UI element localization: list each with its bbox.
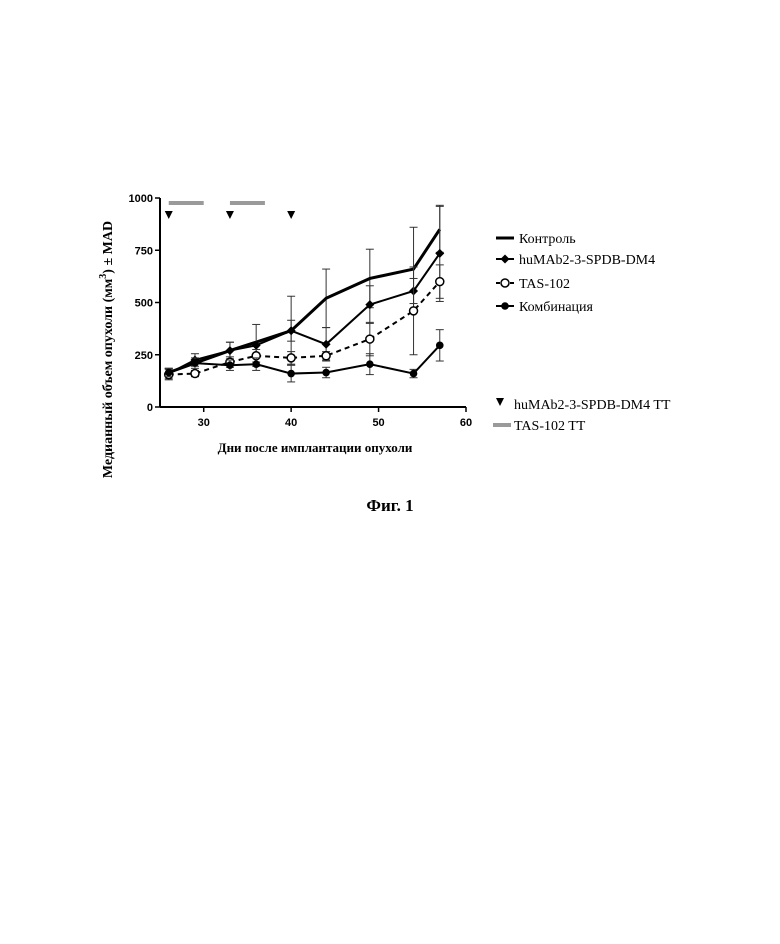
x-tick-label: 60 <box>460 417 472 429</box>
data-point-open-circle <box>322 352 330 360</box>
y-tick-label: 250 <box>135 350 153 362</box>
series-group <box>164 205 444 382</box>
legend: Контроль huMAb2-3-SPDB-DM4 TAS-102 Комбинац… <box>493 232 671 434</box>
data-point-filled-circle <box>165 369 173 377</box>
dosing-markers <box>165 203 295 219</box>
data-point-filled-circle <box>226 361 234 369</box>
y-tick-label: 750 <box>135 245 153 257</box>
data-point-open-circle <box>191 370 199 378</box>
data-point-filled-circle <box>191 359 199 367</box>
axes: 0 250 500 750 1000 30 40 50 60 Дни после импланта… <box>98 193 472 478</box>
data-point-open-circle <box>287 354 295 362</box>
data-point-diamond <box>225 346 234 355</box>
x-tick-label: 30 <box>198 417 210 429</box>
data-point-open-circle <box>436 278 444 286</box>
legend-label-dosing-triangle: huMAb2-3-SPDB-DM4 TT <box>514 398 671 413</box>
x-tick-label: 50 <box>372 417 384 429</box>
series-2 <box>165 265 444 380</box>
y-tick-label: 1000 <box>129 193 153 205</box>
data-point-filled-circle <box>366 360 374 368</box>
data-point-open-circle <box>366 335 374 343</box>
legend-label: huMAb2-3-SPDB-DM4 <box>519 253 655 268</box>
y-axis-label-tail: ) ± MAD <box>101 221 116 274</box>
y-tick-label: 0 <box>147 402 153 414</box>
figure-caption: Фиг. 1 <box>0 496 780 516</box>
legend-label-dosing-bar: TAS-102 TT <box>514 419 586 434</box>
dosing-triangle <box>165 211 173 219</box>
dosing-triangle <box>287 211 295 219</box>
data-point-filled-circle <box>322 369 330 377</box>
y-axis-label: Медианный объем опухоли (мм3) ± MAD <box>98 221 116 478</box>
series-3 <box>165 330 444 382</box>
x-tick-label: 40 <box>285 417 297 429</box>
legend-label: Комбинация <box>519 300 594 315</box>
legend-label: TAS-102 <box>519 277 570 292</box>
dosing-triangle <box>226 211 234 219</box>
data-point-open-circle <box>410 307 418 315</box>
y-axis-label-main: Медианный объем опухоли (мм <box>101 278 116 478</box>
data-point-filled-circle <box>287 370 295 378</box>
x-axis-label: Дни после имплантации опухоли <box>218 440 413 455</box>
legend-label: Контроль <box>519 232 576 247</box>
series-0 <box>165 206 444 376</box>
data-point-filled-circle <box>436 342 444 350</box>
legend-triangle-icon <box>496 398 504 406</box>
data-point-diamond <box>501 255 510 264</box>
series-line <box>169 229 440 372</box>
series-1 <box>164 205 444 378</box>
data-point-filled-circle <box>410 370 418 378</box>
y-tick-label: 500 <box>135 298 153 310</box>
data-point-filled-circle <box>501 302 509 310</box>
data-point-filled-circle <box>252 360 260 368</box>
data-point-open-circle <box>501 279 509 287</box>
